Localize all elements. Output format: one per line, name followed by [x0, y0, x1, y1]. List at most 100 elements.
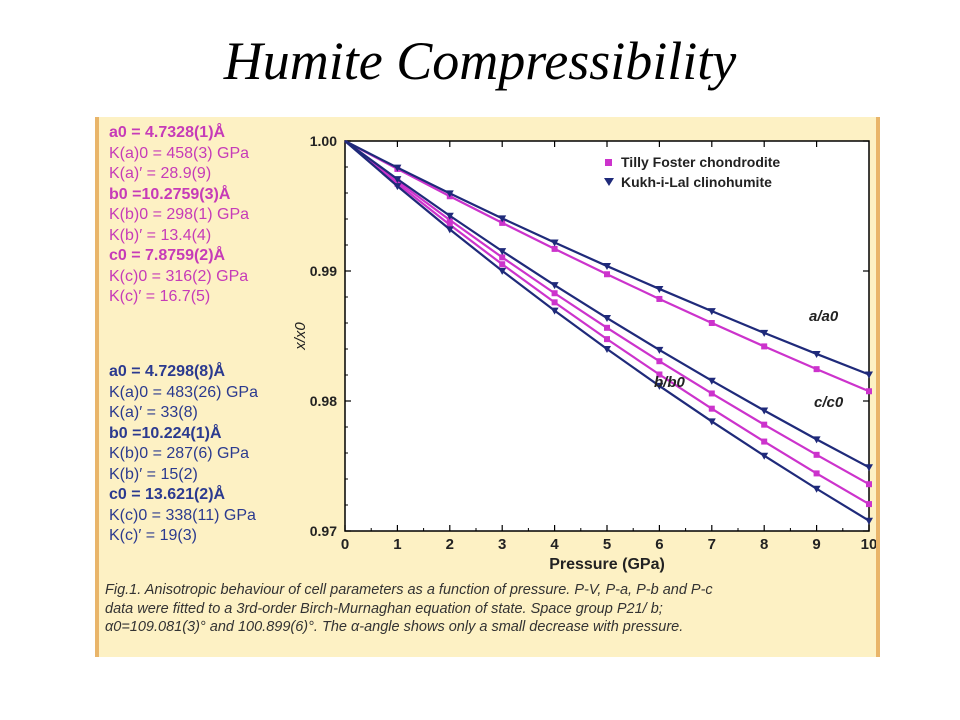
- data-point: [498, 215, 507, 223]
- param-line: K(a)′ = 28.9(9): [109, 165, 212, 182]
- x-tick-label: 4: [550, 536, 559, 553]
- x-tick-label: 9: [812, 536, 820, 553]
- x-axis-label: Pressure (GPa): [549, 556, 665, 573]
- data-point: [708, 320, 715, 326]
- data-point: [812, 350, 821, 358]
- param-line: a0 = 4.7298(8)Å: [109, 363, 226, 380]
- data-point: [445, 226, 454, 234]
- data-point: [603, 263, 611, 271]
- data-point: [865, 464, 873, 472]
- y-axis-label: x/x0: [292, 322, 309, 351]
- data-point: [813, 366, 820, 373]
- x-tick-label: 2: [446, 536, 454, 553]
- data-point: [655, 346, 664, 354]
- caption-line-1: Fig.1. Anisotropic behaviour of cell par…: [105, 582, 713, 598]
- curve-label: a/a0: [809, 308, 839, 325]
- data-point: [813, 451, 820, 458]
- data-point: [760, 329, 769, 337]
- param-line: K(b)0 = 298(1) GPa: [109, 206, 250, 223]
- x-tick-label: 7: [708, 536, 716, 553]
- data-point: [499, 219, 506, 226]
- figure-panel: 0 1 2 3 4 5 6 7 8 9 10 1.00 0.99 0.98 0.97 Pressure (GP…: [95, 117, 880, 657]
- kukh-i-lal-parameters: a0 = 4.7298(8)Å K(a)0 = 483(26) GPa K(a)′ …: [109, 362, 258, 547]
- data-point: [393, 164, 402, 172]
- data-point: [865, 371, 873, 379]
- data-point: [813, 470, 820, 477]
- param-line: K(c)′ = 19(3): [109, 527, 197, 544]
- legend-marker-kukh-i-lal: [604, 178, 614, 186]
- data-point: [445, 190, 454, 198]
- data-point: [604, 324, 610, 331]
- data-point: [655, 382, 664, 390]
- data-point: [761, 343, 768, 350]
- data-point: [708, 405, 715, 412]
- data-point: [865, 517, 873, 525]
- tilly-foster-parameters: a0 = 4.7328(1)Å K(a)0 = 458(3) GPa K(a)′ =…: [109, 123, 249, 308]
- data-point: [393, 183, 402, 191]
- data-point: [655, 285, 664, 293]
- data-point: [604, 336, 610, 343]
- data-point: [866, 388, 872, 395]
- param-line: c0 = 13.621(2)Å: [109, 486, 226, 503]
- data-point: [446, 217, 453, 224]
- data-point: [551, 245, 558, 252]
- data-point: [760, 452, 769, 460]
- data-point: [866, 501, 872, 508]
- param-line: K(c)0 = 338(11) GPa: [109, 506, 256, 524]
- data-point: [393, 176, 402, 184]
- y-tick-label: 0.98: [310, 393, 337, 409]
- data-point: [656, 358, 663, 365]
- curve-label: c/c0: [814, 394, 844, 411]
- param-line: a0 = 4.7328(1)Å: [109, 124, 226, 141]
- param-line: K(c)0 = 316(2) GPa: [109, 267, 249, 285]
- data-point: [866, 481, 872, 488]
- x-tick-label: 6: [655, 536, 663, 553]
- data-point: [551, 290, 558, 297]
- param-line: K(a)′ = 33(8): [109, 404, 198, 421]
- data-point: [761, 421, 768, 428]
- figure-caption: Fig.1. Anisotropic behaviour of cell par…: [105, 581, 875, 637]
- x-tick-label: 1: [393, 536, 401, 553]
- x-tick-label: 0: [341, 536, 349, 553]
- param-line: b0 =10.2759(3)Å: [109, 185, 231, 203]
- data-point: [498, 248, 507, 256]
- data-point: [446, 221, 453, 228]
- legend-marker-tilly-foster: [605, 159, 612, 166]
- data-point: [550, 307, 559, 315]
- data-point: [656, 371, 663, 378]
- data-point: [707, 418, 716, 426]
- data-point: [499, 261, 506, 268]
- y-tick-label: 1.00: [310, 133, 337, 149]
- param-line: K(a)0 = 483(26) GPa: [109, 383, 258, 401]
- param-line: K(a)0 = 458(3) GPa: [109, 144, 250, 162]
- data-point: [603, 315, 611, 323]
- data-point: [656, 295, 663, 302]
- param-line: K(b)′ = 15(2): [109, 465, 198, 483]
- data-point: [604, 271, 610, 278]
- param-line: K(b)′ = 13.4(4): [109, 226, 212, 244]
- x-tick-label: 3: [498, 536, 506, 553]
- caption-line-3: α0=109.081(3)° and 100.899(6)°. The α-an…: [105, 619, 684, 635]
- data-point: [812, 436, 821, 444]
- y-tick-label: 0.99: [310, 263, 337, 279]
- data-point: [550, 239, 559, 247]
- param-line: b0 =10.224(1)Å: [109, 424, 222, 442]
- x-tick-label: 10: [861, 536, 876, 553]
- data-point: [498, 267, 507, 275]
- chart: 0 1 2 3 4 5 6 7 8 9 10 1.00 0.99 0.98 0.97 Pressure (GP…: [292, 133, 876, 573]
- caption-line-2: data were fitted to a 3rd-order Birch-Mu…: [105, 600, 663, 617]
- data-point: [603, 346, 611, 353]
- data-point: [551, 299, 558, 306]
- data-point: [707, 308, 716, 316]
- data-point: [550, 282, 559, 290]
- data-point: [445, 212, 454, 220]
- y-tick-label: 0.97: [310, 523, 337, 539]
- data-point: [812, 485, 821, 493]
- data-point: [707, 377, 716, 385]
- data-point: [761, 438, 768, 445]
- param-line: c0 = 7.8759(2)Å: [109, 247, 226, 264]
- data-point: [760, 407, 769, 415]
- x-tick-label: 5: [603, 536, 611, 553]
- param-line: K(c)′ = 16.7(5): [109, 288, 211, 305]
- x-tick-label: 8: [760, 536, 768, 553]
